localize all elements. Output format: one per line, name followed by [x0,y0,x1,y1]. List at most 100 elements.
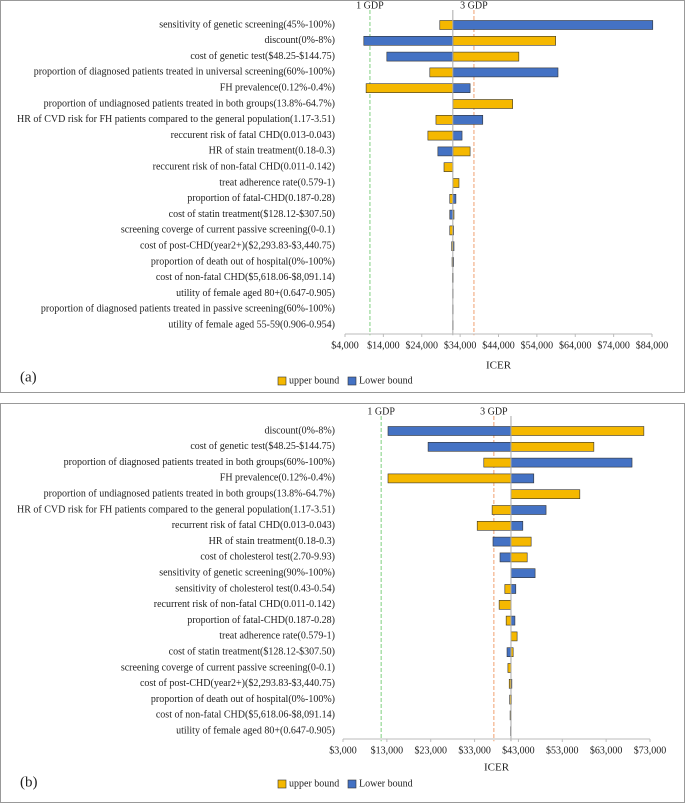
category-label: cost of cholesterol test(2.70-9.93) [200,552,335,563]
bar [365,83,454,93]
bar [510,426,645,436]
bar [435,115,454,125]
x-tick-label: $43,000 [502,745,535,756]
reference-label: 1 GDP [356,0,384,11]
category-label: proportion of fatal-CHD(0.187-0.28) [187,193,335,204]
legend-label: upper bound [289,778,339,789]
x-tick-label: $64,000 [559,340,592,351]
bar [386,51,454,62]
category-label: sensitivity of genetic screening(90%-100… [159,567,335,578]
legend-swatch [277,779,287,789]
bar [437,146,454,157]
legend-swatch [277,376,287,386]
bar [510,457,633,468]
bar [498,599,512,610]
reference-label: 3 GDP [480,406,508,417]
category-label: utility of female aged 80+(0.647-0.905) [176,288,335,299]
bar [387,426,512,436]
category-label: screening coverge of current passive scr… [121,225,335,236]
bar [510,536,532,547]
x-tick-label: $3,000 [329,745,357,756]
category-label: proportion of diagnosed patients treated… [41,304,335,315]
x-tick-label: $24,000 [406,340,439,351]
bar [510,441,595,452]
category-label: cost of statin treatment($128.12-$307.50… [169,209,335,220]
category-label: FH prevalence(0.12%-0.4%) [220,473,335,484]
x-tick-label: $4,000 [331,340,359,351]
category-label: sensitivity of cholesterol test(0.43-0.5… [175,583,335,594]
category-label: recurrent risk of non-fatal CHD(0.011-0.… [154,599,335,610]
category-label: HR of CVD risk for FH patients compared … [17,504,335,515]
bar [510,552,528,563]
bar [427,441,512,452]
category-label: cost of post-CHD(year2+)($2,293.83-$3,44… [140,240,335,251]
category-label: cost of genetic test($48.25-$144.75) [190,441,335,452]
category-label: screening coverge of current passive scr… [121,662,335,673]
legend-label: Lower bound [359,375,413,386]
legend-label: upper bound [289,375,339,386]
x-tick-label: $73,000 [634,745,667,756]
bar [363,35,454,46]
bar [510,520,524,531]
category-label: discount(0%-8%) [264,35,335,46]
bar [510,631,518,642]
bar [510,473,535,484]
x-tick-label: $33,000 [458,745,491,756]
reference-label: 3 GDP [460,0,488,11]
category-label: proportion of undiagnosed patients treat… [44,488,335,499]
panel-b [0,403,685,803]
category-label: reccurent risk of non-fatal CHD(0.011-0.… [153,161,335,172]
bar [427,130,454,141]
x-tick-label: $23,000 [414,745,447,756]
legend-label: Lower bound [359,778,413,789]
panel-a [0,0,685,393]
x-tick-label: $53,000 [546,745,579,756]
category-label: cost of statin treatment($128.12-$307.50… [169,646,335,657]
bar [452,51,520,62]
legend-swatch [347,376,357,386]
x-tick-label: $34,000 [444,340,477,351]
bar [510,489,581,500]
category-label: proportion of death out of hospital(0%-1… [151,694,335,705]
category-label: HR of stain treatment(0.18-0.3) [209,146,335,157]
bar [510,615,516,626]
bar [476,520,512,531]
x-tick-label: $74,000 [597,340,630,351]
bar [504,584,512,594]
category-label: proportion of death out of hospital(0%-1… [151,256,335,267]
category-label: proportion of diagnosed patients treated… [34,67,335,78]
bar [499,552,512,563]
bar [510,584,517,594]
bar [429,67,454,78]
category-label: treat adherence rate(0.579-1) [219,177,335,188]
x-axis-label: ICER [486,360,512,372]
panel-label: (a) [20,369,37,385]
bar [505,615,512,626]
x-tick-label: $54,000 [521,340,554,351]
category-label: treat adherence rate(0.579-1) [219,631,335,642]
category-label: HR of stain treatment(0.18-0.3) [209,536,335,547]
bar [452,178,460,188]
category-label: utility of female aged 80+(0.647-0.905) [176,725,335,736]
bar [443,162,454,172]
category-label: utility of female aged 55-59(0.906-0.954… [168,319,335,330]
bar [452,115,484,125]
bar [452,67,559,78]
reference-label: 1 GDP [367,406,395,417]
category-label: HR of CVD risk for FH patients compared … [17,114,335,125]
bar [387,473,512,484]
x-tick-label: $14,000 [367,340,400,351]
category-label: cost of genetic test($48.25-$144.75) [190,51,335,62]
category-label: cost of post-CHD(year2+)($2,293.83-$3,44… [140,678,335,689]
x-tick-label: $63,000 [590,745,623,756]
category-label: cost of non-fatal CHD($5,618.06-$8,091.1… [156,710,335,721]
category-label: FH prevalence(0.12%-0.4%) [220,82,335,93]
x-tick-label: $13,000 [371,745,404,756]
bar [452,146,471,157]
panel-label: (b) [20,774,38,790]
category-label: reccurent risk of fatal CHD(0.013-0.043) [171,130,335,141]
category-label: proportion of undiagnosed patients treat… [44,98,335,109]
bar [452,20,654,30]
bar [452,35,556,46]
